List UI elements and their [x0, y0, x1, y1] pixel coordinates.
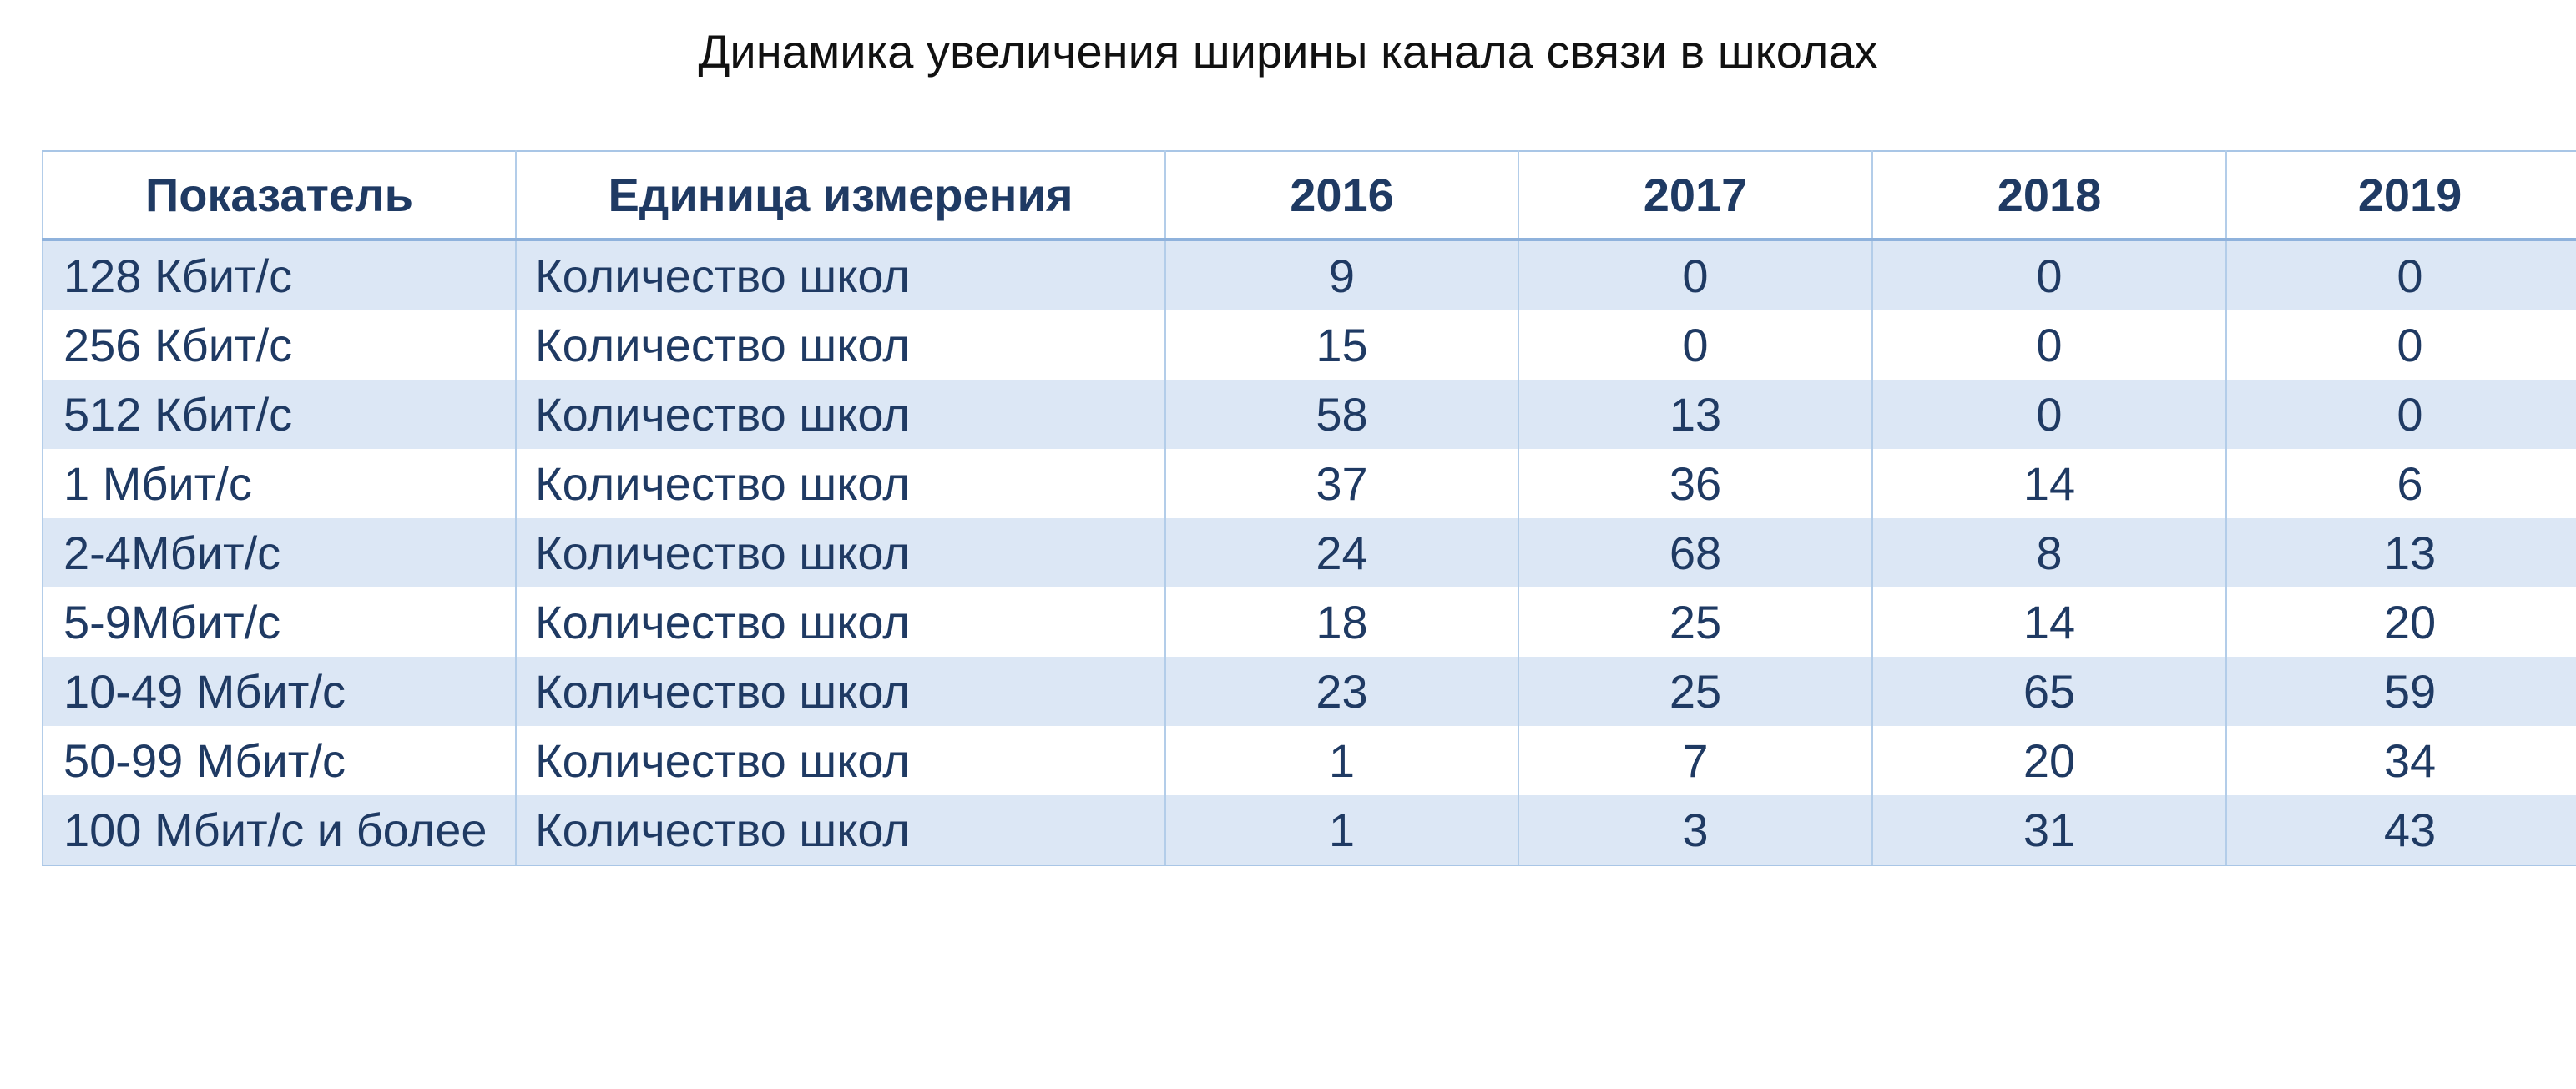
data-table-container: Показатель Единица измерения 2016 2017 2…	[42, 150, 2576, 866]
indicator-cell: 50-99 Мбит/с	[42, 726, 517, 795]
indicator-cell: 512 Кбит/с	[42, 380, 517, 449]
value-cell: 25	[1518, 657, 1873, 726]
value-cell: 14	[1871, 587, 2227, 657]
indicator-cell: 10-49 Мбит/с	[42, 657, 517, 726]
value-cell: 0	[2225, 380, 2576, 449]
table-row: 2-4Мбит/с Количество школ 24 68 8 13	[42, 518, 2576, 587]
value-cell: 59	[2225, 657, 2576, 726]
value-cell: 8	[1871, 518, 2227, 587]
table-row: 50-99 Мбит/с Количество школ 1 7 20 34	[42, 726, 2576, 795]
unit-cell: Количество школ	[515, 449, 1166, 518]
value-cell: 0	[1871, 380, 2227, 449]
value-cell: 7	[1518, 726, 1873, 795]
value-cell: 0	[1871, 310, 2227, 380]
value-cell: 58	[1164, 380, 1519, 449]
value-cell: 15	[1164, 310, 1519, 380]
value-cell: 20	[2225, 587, 2576, 657]
value-cell: 36	[1518, 449, 1873, 518]
unit-cell: Количество школ	[515, 310, 1166, 380]
value-cell: 3	[1518, 795, 1873, 866]
value-cell: 23	[1164, 657, 1519, 726]
value-cell: 24	[1164, 518, 1519, 587]
unit-cell: Количество школ	[515, 518, 1166, 587]
header-unit: Единица измерения	[515, 150, 1166, 241]
value-cell: 6	[2225, 449, 2576, 518]
indicator-cell: 2-4Мбит/с	[42, 518, 517, 587]
value-cell: 9	[1164, 239, 1519, 310]
value-cell: 34	[2225, 726, 2576, 795]
value-cell: 0	[2225, 310, 2576, 380]
unit-cell: Количество школ	[515, 657, 1166, 726]
value-cell: 20	[1871, 726, 2227, 795]
header-row: Показатель Единица измерения 2016 2017 2…	[42, 150, 2576, 241]
unit-cell: Количество школ	[515, 795, 1166, 866]
value-cell: 0	[1518, 239, 1873, 310]
value-cell: 31	[1871, 795, 2227, 866]
table-row: 1 Мбит/с Количество школ 37 36 14 6	[42, 449, 2576, 518]
value-cell: 18	[1164, 587, 1519, 657]
value-cell: 1	[1164, 795, 1519, 866]
header-year-2017: 2017	[1518, 150, 1873, 241]
unit-cell: Количество школ	[515, 587, 1166, 657]
table-row: 512 Кбит/с Количество школ 58 13 0 0	[42, 380, 2576, 449]
table-row: 256 Кбит/с Количество школ 15 0 0 0	[42, 310, 2576, 380]
header-year-2018: 2018	[1871, 150, 2227, 241]
table-row: 5-9Мбит/с Количество школ 18 25 14 20	[42, 587, 2576, 657]
value-cell: 37	[1164, 449, 1519, 518]
value-cell: 43	[2225, 795, 2576, 866]
value-cell: 0	[2225, 239, 2576, 310]
value-cell: 1	[1164, 726, 1519, 795]
header-indicator: Показатель	[42, 150, 517, 241]
indicator-cell: 1 Мбит/с	[42, 449, 517, 518]
table-row: 10-49 Мбит/с Количество школ 23 25 65 59	[42, 657, 2576, 726]
value-cell: 0	[1518, 310, 1873, 380]
value-cell: 65	[1871, 657, 2227, 726]
value-cell: 13	[2225, 518, 2576, 587]
unit-cell: Количество школ	[515, 726, 1166, 795]
unit-cell: Количество школ	[515, 239, 1166, 310]
table-row: 128 Кбит/с Количество школ 9 0 0 0	[42, 239, 2576, 310]
unit-cell: Количество школ	[515, 380, 1166, 449]
indicator-cell: 128 Кбит/с	[42, 239, 517, 310]
value-cell: 68	[1518, 518, 1873, 587]
indicator-cell: 256 Кбит/с	[42, 310, 517, 380]
value-cell: 25	[1518, 587, 1873, 657]
value-cell: 13	[1518, 380, 1873, 449]
table-row: 100 Мбит/с и более Количество школ 1 3 3…	[42, 795, 2576, 866]
value-cell: 14	[1871, 449, 2227, 518]
indicator-cell: 100 Мбит/с и более	[42, 795, 517, 866]
header-year-2016: 2016	[1164, 150, 1519, 241]
header-year-2019: 2019	[2225, 150, 2576, 241]
indicator-cell: 5-9Мбит/с	[42, 587, 517, 657]
value-cell: 0	[1871, 239, 2227, 310]
page-title: Динамика увеличения ширины канала связи …	[698, 25, 1878, 78]
bandwidth-table: Показатель Единица измерения 2016 2017 2…	[42, 150, 2576, 866]
